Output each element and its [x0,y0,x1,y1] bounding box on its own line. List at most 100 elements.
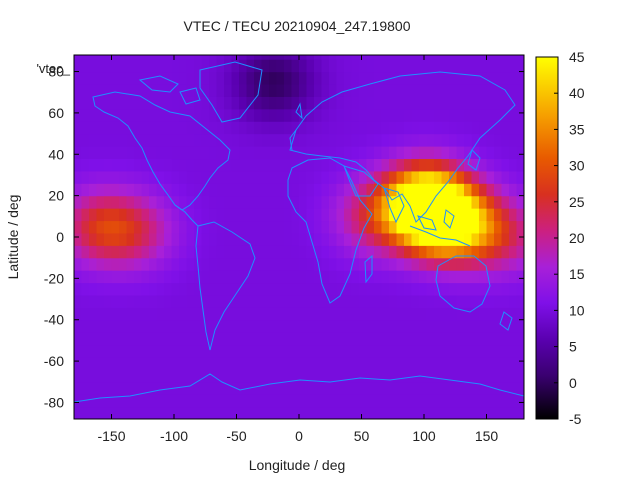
heatmap-cell [261,282,270,296]
heatmap-cell [186,170,195,184]
heatmap-cell [441,282,450,296]
heatmap-cell [246,55,255,60]
heatmap-cell [479,108,488,122]
heatmap-cell [254,183,263,197]
heatmap-cell [434,344,443,358]
heatmap-cell [426,232,435,246]
heatmap-cell [306,282,315,296]
heatmap-cell [464,195,473,209]
heatmap-cell [74,71,83,85]
heatmap-cell [321,158,330,172]
heatmap-cell [291,394,300,408]
heatmap-cell [164,344,173,358]
heatmap-cell [156,158,165,172]
heatmap-cell [201,356,210,370]
heatmap-cell [479,59,488,73]
heatmap-cell [329,96,338,110]
heatmap-cell [374,406,383,419]
heatmap-cell [404,257,413,271]
heatmap-cell [171,170,180,184]
heatmap-cell [156,394,165,408]
heatmap-cell [291,406,300,419]
heatmap-cell [464,71,473,85]
heatmap-cell [299,232,308,246]
heatmap-cell [164,121,173,135]
heatmap-cell [261,270,270,284]
heatmap-cell [449,381,458,395]
heatmap-cell [96,257,105,271]
heatmap-cell [111,158,120,172]
heatmap-cell [486,183,495,197]
heatmap-cell [224,183,233,197]
coastline-indonesia [409,209,471,247]
heatmap-cell [74,146,83,160]
heatmap-cell [419,183,428,197]
heatmap-cell [134,220,143,234]
heatmap-cell [486,108,495,122]
heatmap-cell [231,344,240,358]
heatmap-cell [179,183,188,197]
heatmap-cell [104,270,113,284]
heatmap-cell [359,245,368,259]
heatmap-cell [426,245,435,259]
heatmap-cell [149,220,158,234]
heatmap-cell [171,344,180,358]
heatmap-cell [336,55,345,60]
heatmap-cell [351,294,360,308]
heatmap-cell [186,133,195,147]
heatmap-cell [156,96,165,110]
heatmap-cell [216,108,225,122]
heatmap-cell [381,59,390,73]
heatmap-cell [126,294,135,308]
heatmap-cell [209,71,218,85]
heatmap-cell [471,208,480,222]
heatmap-cell [299,257,308,271]
heatmap-cell [284,270,293,284]
heatmap-cell [306,208,315,222]
heatmap-cell [276,270,285,284]
heatmap-cell [389,245,398,259]
heatmap-cell [464,55,473,60]
heatmap-cell [479,208,488,222]
heatmap-cell [209,319,218,333]
heatmap-cell [456,208,465,222]
heatmap-cell [351,108,360,122]
heatmap-cell [164,59,173,73]
heatmap-cell [126,406,135,419]
colorbar-tick-label: 20 [569,230,585,246]
heatmap-cell [359,59,368,73]
heatmap-cell [261,356,270,370]
heatmap-cell [456,133,465,147]
heatmap-cell [441,183,450,197]
heatmap-cell [471,146,480,160]
heatmap-cell [404,83,413,97]
heatmap-cell [291,319,300,333]
heatmap-cell [344,59,353,73]
heatmap-cell [119,406,128,419]
heatmap-cell [171,108,180,122]
heatmap-cell [434,59,443,73]
heatmap-cell [179,83,188,97]
heatmap-cell [336,344,345,358]
heatmap-cell [216,232,225,246]
heatmap-cell [156,208,165,222]
heatmap-cell [284,83,293,97]
heatmap-cell [209,356,218,370]
heatmap-cell [104,96,113,110]
heatmap-cell [81,369,90,383]
heatmap-cell [426,183,435,197]
heatmap-cell [449,170,458,184]
heatmap-cell [479,158,488,172]
heatmap-cell [141,108,150,122]
heatmap-cell [156,282,165,296]
heatmap-cell [419,356,428,370]
heatmap-cell [344,208,353,222]
heatmap-cell [374,83,383,97]
heatmap-cell [209,195,218,209]
heatmap-cell [126,71,135,85]
heatmap-cell [501,158,510,172]
heatmap-cell [381,369,390,383]
heatmap-cell [239,183,248,197]
heatmap-cell [179,220,188,234]
heatmap-cell [419,195,428,209]
